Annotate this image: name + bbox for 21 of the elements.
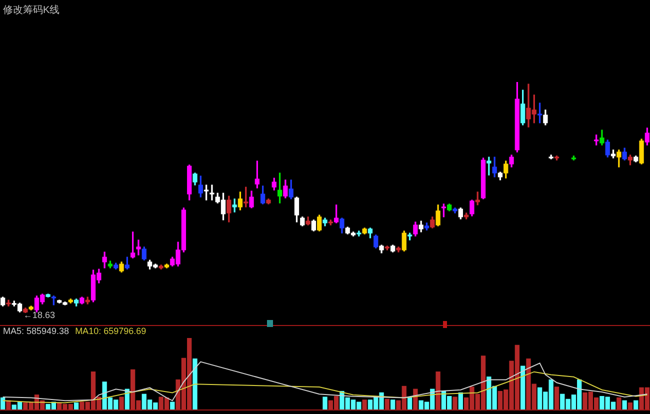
bar [452, 396, 458, 410]
bar [390, 400, 396, 410]
annotation: ←18.63 [23, 310, 55, 320]
bar [74, 402, 79, 410]
bar [436, 372, 440, 410]
text: MA10: 659796.69 [75, 326, 146, 337]
chart-title: 修改筹码K线 [3, 4, 60, 17]
bar [634, 400, 638, 410]
bar [413, 388, 418, 410]
bar [616, 397, 622, 410]
bar [407, 397, 412, 410]
bar [119, 396, 124, 410]
bar [520, 366, 526, 410]
bar [622, 400, 627, 410]
bar [554, 386, 560, 410]
bar [192, 358, 198, 410]
bar [362, 400, 367, 410]
bar [628, 402, 633, 410]
bar [322, 396, 328, 410]
text: MA5: 585949.38 [3, 326, 70, 337]
bar [384, 398, 390, 410]
